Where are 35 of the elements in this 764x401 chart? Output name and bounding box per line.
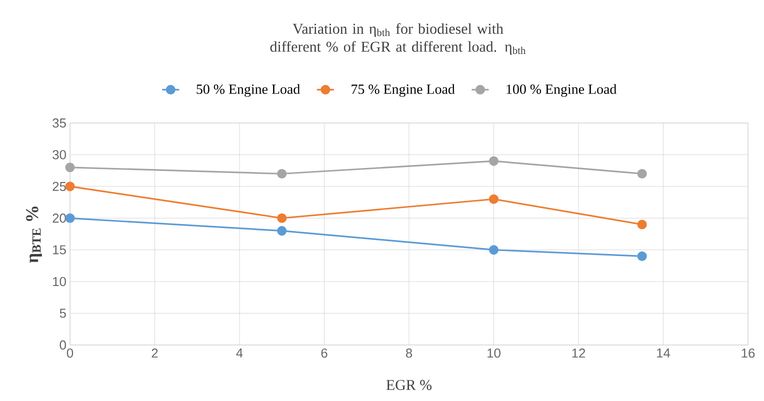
- point: [65, 162, 75, 172]
- legend-label: 75 % Engine Load: [352, 84, 455, 97]
- x-tick-label: 12: [572, 348, 586, 358]
- y-tick-label: 20: [52, 214, 66, 223]
- y-tick-label: 30: [52, 150, 66, 160]
- y-tick-label: 0: [60, 340, 66, 350]
- point: [488, 194, 499, 204]
- point: [277, 168, 287, 179]
- point: [488, 156, 499, 166]
- point: [637, 251, 647, 261]
- y-tick-label: 15: [53, 245, 66, 254]
- point: [637, 220, 647, 230]
- x-tick-label: 10: [488, 348, 500, 358]
- x-tick-label: 0: [66, 348, 74, 358]
- x-tick-label: 4: [236, 348, 243, 358]
- x-tick-label: 14: [657, 348, 670, 358]
- point: [65, 182, 75, 192]
- y-axis-title: η$_{BTE}$ %: [26, 206, 42, 263]
- x-tick-label: 2: [152, 348, 158, 358]
- point: [65, 213, 75, 223]
- x-tick-label: 6: [321, 348, 328, 358]
- y-tick-label: 25: [52, 182, 66, 192]
- y-tick-label: 5: [60, 308, 66, 318]
- point: [277, 226, 287, 236]
- point: [637, 168, 647, 179]
- chart-title: Variation in η$_{bth}$ for biodiesel with different % of EGR at different load. η$_{bth}$: [270, 23, 526, 55]
- legend-label: 50 % Engine Load: [196, 84, 300, 97]
- y-tick-label: 10: [53, 276, 66, 286]
- x-tick-label: 8: [406, 348, 412, 358]
- y-tick-label: 35: [52, 118, 66, 128]
- x-axis-title: EGR %: [386, 380, 432, 390]
- legend-label: 100 % Engine Load: [506, 84, 617, 97]
- x-tick-label: 16: [742, 348, 755, 358]
- point: [277, 213, 287, 223]
- point: [488, 245, 499, 255]
